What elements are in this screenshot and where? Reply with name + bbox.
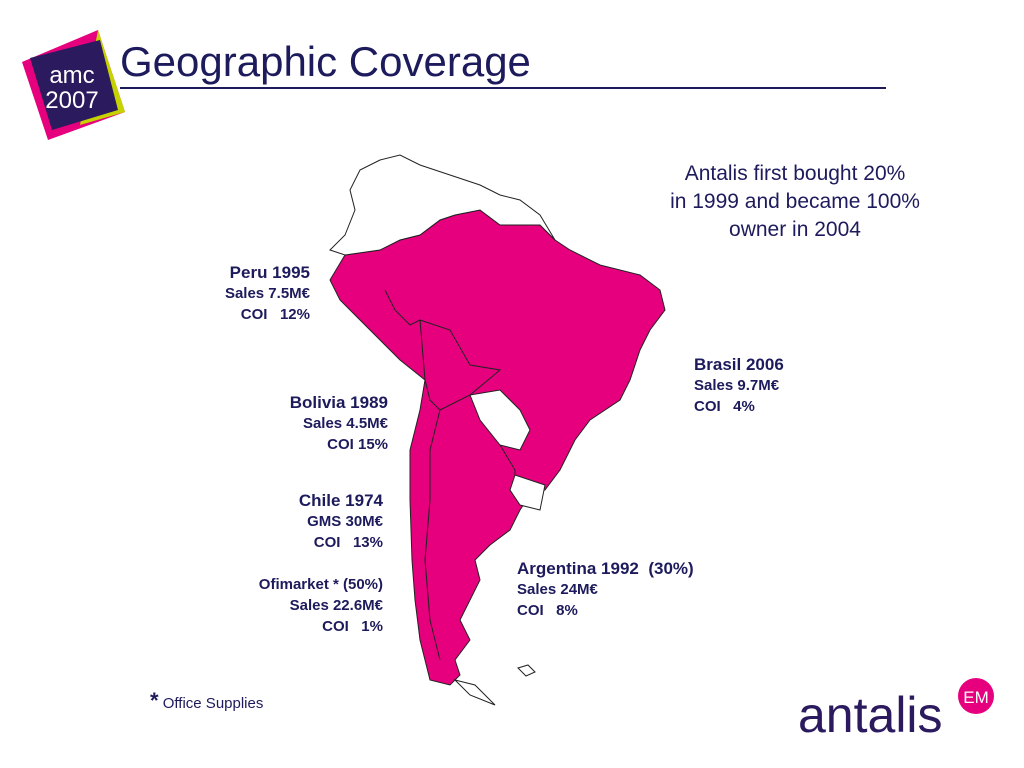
country-line: COI 1% (322, 618, 383, 635)
antalis-logo: antalis EM (798, 678, 994, 743)
country-heading: Peru 1995 (229, 263, 310, 282)
note-line: Antalis first bought 20% (684, 162, 906, 185)
border (419, 319, 502, 411)
country-line: Sales 9.7M€ (694, 377, 780, 394)
border (499, 444, 516, 475)
country-line: COI 13% (313, 534, 383, 551)
country-line: Sales 7.5M€ (224, 285, 310, 302)
title-rule (120, 87, 886, 89)
country-line: COI 15% (327, 436, 388, 453)
country-line: Sales 4.5M€ (302, 415, 388, 432)
title: Geographic Coverage (120, 38, 531, 85)
country-line: Sales 22.6M€ (289, 597, 383, 614)
uruguay (509, 474, 546, 511)
brand-name: antalis (798, 687, 943, 743)
country-line: COI 4% (694, 398, 755, 415)
islands (517, 664, 536, 677)
country-heading: Bolivia 1989 (289, 393, 388, 412)
country-label: Brasil 2006 Sales 9.7M€ COI 4% (694, 354, 784, 417)
north-countries (329, 154, 556, 256)
country-line: Ofimarket * (50%) (258, 576, 383, 593)
logo-bottom: 2007 (45, 87, 98, 114)
tierra-del-fuego (453, 679, 496, 706)
country-label: Peru 1995 Sales 7.5M€ COI 12% (225, 262, 310, 325)
border (384, 289, 426, 381)
footnote: * Office Supplies (150, 688, 263, 714)
country-label: Chile 1974 GMS 30M€ COI 13% (299, 490, 383, 553)
country-label: Argentina 1992 (30%) Sales 24M€ COI 8% (517, 558, 694, 621)
paraguay (469, 389, 531, 451)
map (329, 154, 666, 706)
logo-top: amc (49, 62, 94, 89)
country-label: Ofimarket * (50%) Sales 22.6M€ COI 1% (259, 574, 383, 637)
country-heading: Brasil 2006 (694, 355, 784, 374)
brand-badge: EM (963, 688, 989, 707)
amc-logo: amc 2007 (22, 30, 125, 140)
note-line: owner in 2004 (729, 218, 861, 241)
country-line: Sales 24M€ (517, 581, 598, 598)
country-line: GMS 30M€ (307, 513, 383, 530)
note: Antalis first bought 20% in 1999 and beca… (620, 160, 970, 244)
country-line: COI 12% (240, 306, 310, 323)
footnote-text: Office Supplies (162, 695, 264, 712)
country-heading: Chile 1974 (298, 491, 383, 510)
border (424, 409, 441, 661)
footnote-mark: * (150, 688, 159, 713)
country-label: Bolivia 1989 Sales 4.5M€ COI 15% (290, 392, 388, 455)
note-line: in 1999 and became 100% (670, 190, 920, 213)
country-line: COI 8% (517, 602, 578, 619)
country-heading: Argentina 1992 (30%) (517, 559, 694, 578)
